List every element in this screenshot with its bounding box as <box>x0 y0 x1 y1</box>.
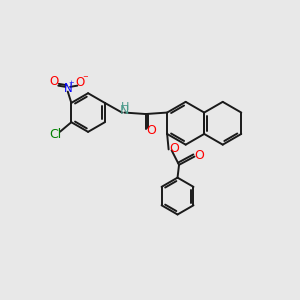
Text: $^+$: $^+$ <box>68 81 76 91</box>
Text: N: N <box>120 104 130 117</box>
Text: O: O <box>76 76 85 89</box>
Text: Cl: Cl <box>49 128 61 141</box>
Text: H: H <box>121 102 129 112</box>
Text: O: O <box>146 124 156 136</box>
Text: $^-$: $^-$ <box>81 74 90 84</box>
Text: O: O <box>195 149 205 162</box>
Text: N: N <box>63 82 72 94</box>
Text: O: O <box>49 75 58 88</box>
Text: O: O <box>169 142 179 155</box>
